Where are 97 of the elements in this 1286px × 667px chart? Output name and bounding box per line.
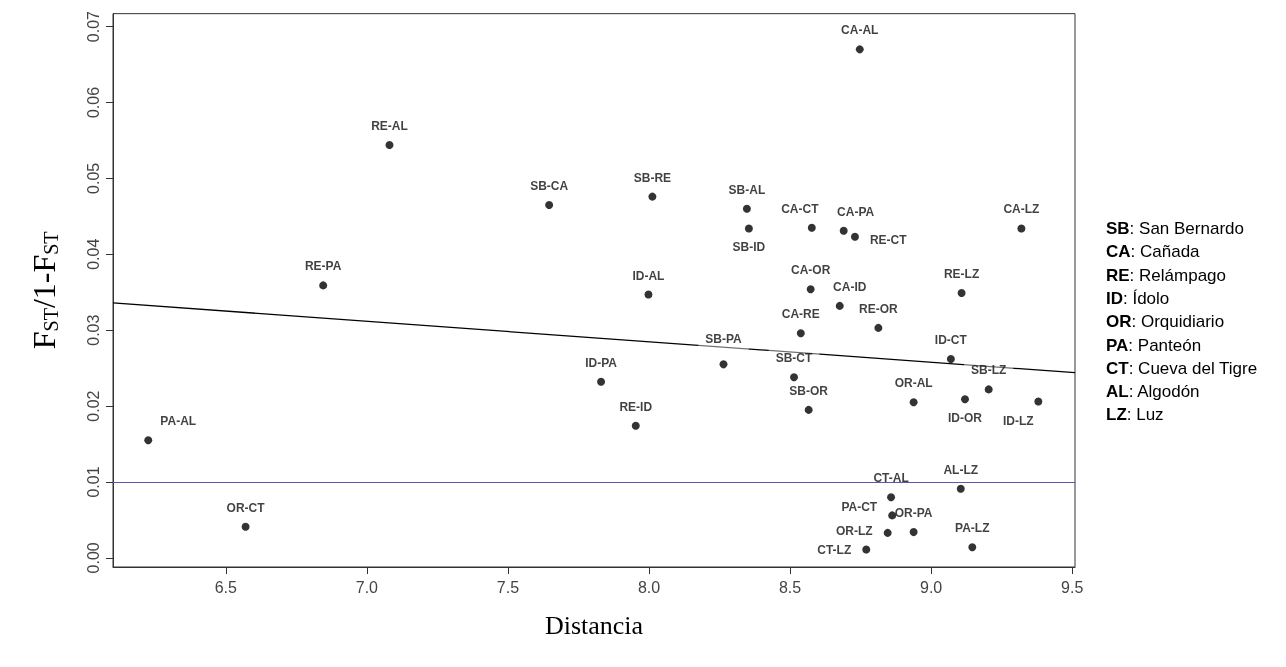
- annotation: RE-CT: [869, 232, 908, 247]
- y-tick-label: 0.05: [84, 162, 102, 194]
- annotation: PA-LZ: [955, 521, 990, 536]
- annotation: OR-CT: [226, 500, 266, 515]
- x-tick-label: 9.5: [1061, 578, 1084, 596]
- x-tick-label: 9.0: [920, 578, 943, 596]
- annotation: CA-OR: [791, 263, 831, 278]
- annotation: CT-AL: [873, 471, 909, 486]
- annotation: OR-AL: [894, 376, 933, 391]
- annotation: RE-AL: [371, 118, 408, 133]
- text: AL: Algodón: [1106, 382, 1200, 402]
- text: OR: Orquidiario: [1106, 312, 1225, 332]
- point: [796, 329, 805, 338]
- point: [874, 323, 883, 332]
- text: LZ: Luz: [1106, 405, 1164, 425]
- point: [887, 493, 896, 502]
- annotation: RE-OR: [859, 301, 899, 316]
- annotation: CA-RE: [781, 307, 820, 322]
- x-tick-label: 6.5: [214, 578, 238, 596]
- annotation: SB-OR: [789, 383, 829, 398]
- point: [1034, 397, 1043, 406]
- y-tick-label: 0.02: [84, 390, 102, 422]
- point: [742, 204, 751, 213]
- annotation: CA-PA: [837, 204, 875, 219]
- point: [909, 398, 918, 407]
- annotation: ID-OR: [947, 411, 983, 426]
- point: [862, 545, 871, 554]
- annotation: RE-PA: [304, 259, 342, 274]
- annotation: SB-RE: [633, 170, 672, 185]
- annotation: RE-ID: [619, 399, 653, 414]
- point: [835, 301, 844, 310]
- point: [855, 45, 864, 54]
- text: SB: San Bernardo: [1106, 219, 1244, 238]
- annotation: AL-LZ: [943, 462, 979, 477]
- point: [807, 223, 816, 232]
- point: [968, 543, 977, 552]
- x-tick-label: 8.0: [637, 578, 661, 596]
- annotation: RE-LZ: [943, 266, 980, 281]
- point: [957, 288, 966, 297]
- point: [909, 528, 918, 537]
- point: [1017, 224, 1026, 233]
- point: [744, 224, 753, 233]
- annotation: CA-ID: [833, 279, 867, 294]
- annotation: CA-LZ: [1003, 202, 1040, 217]
- y-tick-label: 0.03: [84, 314, 102, 346]
- y-tick-label: 0.06: [84, 86, 102, 119]
- y-tick-label: 0.07: [84, 10, 102, 43]
- x-tick-label: 8.5: [778, 578, 802, 596]
- point: [804, 405, 813, 414]
- point: [597, 377, 606, 386]
- annotation: OR-PA: [894, 506, 933, 521]
- point: [241, 522, 250, 531]
- y-tick-label: 0.00: [84, 542, 102, 574]
- annotation: CA-CT: [781, 201, 820, 216]
- annotation: ID-PA: [585, 355, 618, 370]
- annotation: SB-AL: [728, 182, 766, 197]
- text: CT: Cueva del Tigre: [1106, 358, 1258, 378]
- annotation: ID-CT: [934, 333, 968, 348]
- annotation: OR-LZ: [836, 523, 873, 538]
- annotation: PA-CT: [841, 500, 878, 515]
- annotation: SB-CA: [530, 178, 569, 193]
- point: [648, 192, 657, 201]
- point: [946, 355, 955, 364]
- point: [984, 385, 993, 394]
- annotation: SB-CT: [775, 351, 814, 366]
- point: [839, 226, 848, 235]
- annotation: ID-AL: [632, 268, 665, 283]
- point: [144, 436, 153, 445]
- point: [719, 360, 728, 369]
- point: [956, 484, 965, 493]
- x-tick-label: 7.5: [496, 578, 520, 596]
- point: [806, 285, 815, 294]
- text: CA: Cañada: [1106, 242, 1201, 262]
- x-tick-label: 7.0: [355, 578, 379, 596]
- annotation: CT-LZ: [817, 542, 852, 557]
- point: [545, 200, 554, 209]
- point: [790, 373, 799, 382]
- point: [883, 528, 892, 537]
- text: ID: Ídolo: [1106, 288, 1170, 308]
- point: [631, 421, 640, 430]
- point: [644, 290, 653, 299]
- point: [319, 281, 328, 290]
- text: RE: Relámpago: [1106, 265, 1227, 285]
- y-axis-title: FST/1-FST: [26, 231, 62, 350]
- annotation: SB-PA: [705, 332, 743, 347]
- annotation: SB-ID: [732, 240, 766, 255]
- x-axis-title: Distancia: [544, 610, 644, 640]
- y-tick-label: 0.01: [84, 466, 102, 498]
- text: PA: Panteón: [1106, 335, 1202, 355]
- point: [960, 395, 969, 404]
- point: [385, 140, 394, 149]
- annotation: PA-AL: [160, 414, 197, 429]
- annotation: ID-LZ: [1003, 413, 1034, 428]
- annotation: CA-AL: [841, 23, 879, 38]
- y-tick-label: 0.04: [84, 238, 102, 270]
- annotation: SB-LZ: [971, 363, 1007, 378]
- point: [850, 232, 859, 241]
